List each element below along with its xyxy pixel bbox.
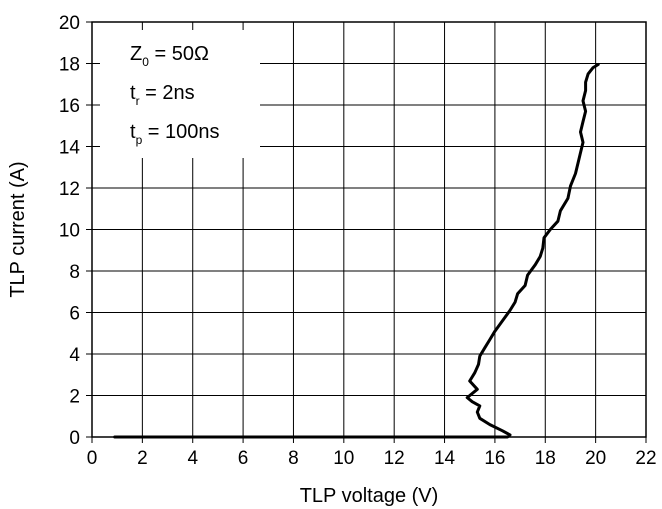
x-tick-label: 16 <box>484 448 505 469</box>
y-tick-label: 4 <box>69 345 80 366</box>
legend-entry: tp = 100ns <box>130 121 220 147</box>
legend-entry: Z0 = 50Ω <box>130 43 209 69</box>
x-tick-label: 6 <box>238 448 249 469</box>
y-tick-label: 18 <box>59 55 80 76</box>
x-tick-label: 0 <box>87 448 98 469</box>
x-tick-label: 14 <box>434 448 456 469</box>
y-tick-label: 2 <box>69 387 80 408</box>
y-tick-label: 0 <box>69 428 80 449</box>
x-axis-title: TLP voltage (V) <box>300 485 439 507</box>
x-tick-label: 20 <box>585 448 606 469</box>
x-tick-label: 18 <box>535 448 556 469</box>
y-tick-labels: 0 2 4 6 8 10 12 14 16 18 20 <box>59 13 81 449</box>
x-tick-label: 8 <box>288 448 299 469</box>
legend-box: Z0 = 50Ω tr = 2ns tp = 100ns <box>100 30 260 158</box>
series-layer <box>113 63 600 439</box>
x-tick-label: 2 <box>137 448 148 469</box>
y-tick-label: 10 <box>59 221 80 242</box>
y-axis-title: TLP current (A) <box>7 161 29 297</box>
legend-background <box>100 30 260 158</box>
y-tick-label: 6 <box>69 304 80 325</box>
y-tick-label: 8 <box>69 262 80 283</box>
y-tick-label: 16 <box>59 96 80 117</box>
x-tick-labels: 0 2 4 6 8 10 12 14 16 18 20 22 <box>87 448 657 469</box>
x-tick-label: 4 <box>187 448 198 469</box>
y-tick-label: 12 <box>59 179 80 200</box>
legend-entry: tr = 2ns <box>130 82 195 108</box>
series-line <box>113 63 600 439</box>
y-tick-label: 14 <box>59 138 81 159</box>
x-tick-label: 12 <box>384 448 405 469</box>
x-tick-label: 22 <box>635 448 656 469</box>
y-tick-label: 20 <box>59 13 80 34</box>
x-tick-label: 10 <box>333 448 354 469</box>
